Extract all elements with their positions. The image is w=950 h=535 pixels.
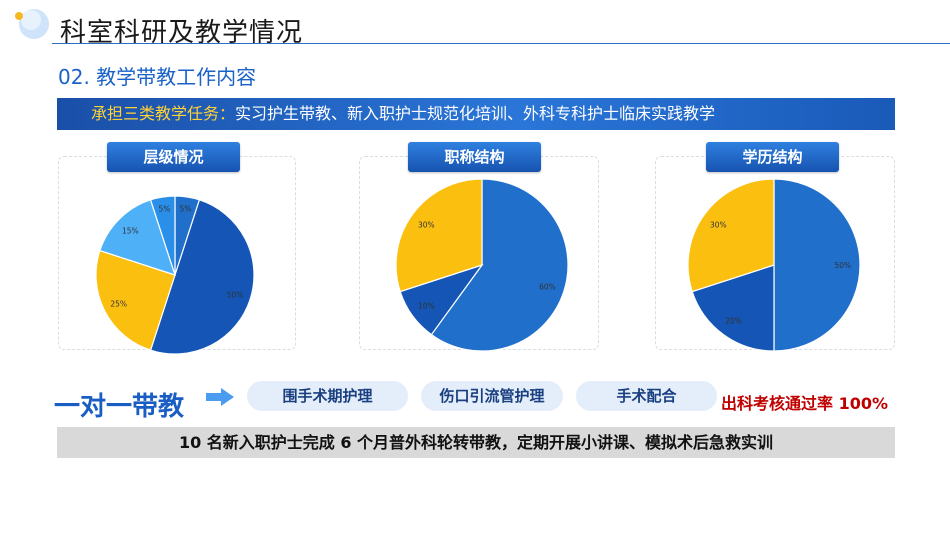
pie-2-slice-0 [773, 178, 861, 352]
pass-rate-text: 出科考核通过率 100% [721, 394, 889, 413]
pie-1-label-0: 60% [539, 282, 556, 291]
pie-1-label-1: 10% [418, 301, 435, 310]
pie-2-label-1: 20% [725, 317, 742, 326]
tasks-banner-content: 实习护生带教、新入职护士规范化培训、外科专科护士临床实践教学 [235, 104, 716, 123]
pie-chart-professional: 60% 10% 30% [395, 178, 569, 352]
chart-title-professional: 职称结构 [408, 142, 541, 172]
section-subtitle: 02. 教学带教工作内容 [58, 65, 257, 89]
tasks-banner-label: 承担三类教学任务： [91, 104, 236, 123]
pie-0-label-4: 5% [159, 205, 171, 214]
bottom-note: 10 名新入职护士完成 6 个月普外科轮转带教，定期开展小讲课、模拟术后急救实训 [57, 427, 895, 458]
chart-title-level: 层级情况 [107, 142, 240, 172]
teaching-item-perioperative: 围手术期护理 [247, 381, 408, 411]
pie-chart-education: 50% 20% 30% [687, 178, 861, 352]
pie-2-label-2: 30% [710, 221, 727, 230]
pie-0-label-0: 5% [180, 205, 192, 214]
pie-2-label-0: 50% [834, 261, 851, 270]
pie-0-label-3: 15% [122, 226, 139, 235]
arrow-right-icon [206, 388, 234, 406]
pie-0-slice-4 [149, 195, 176, 276]
logo-circles-icon [15, 9, 49, 39]
pie-1-label-2: 30% [418, 221, 435, 230]
pie-1-slice-0 [430, 178, 569, 352]
pie-0-slice-2 [95, 249, 176, 351]
tasks-banner: 承担三类教学任务：实习护生带教、新入职护士规范化培训、外科专科护士临床实践教学 [57, 98, 895, 130]
pie-0-label-1: 50% [227, 291, 244, 300]
one-on-one-heading: 一对一带教 [54, 392, 185, 422]
teaching-item-surgery: 手术配合 [576, 381, 717, 411]
title-divider [52, 43, 950, 44]
pie-2-slice-1 [691, 264, 775, 352]
pie-0-label-2: 25% [110, 300, 127, 309]
pie-chart-level: 5% 50% 25% 15% 5% [95, 195, 255, 355]
pie-2-slice-2 [687, 178, 775, 293]
teaching-item-wound-drainage: 伤口引流管护理 [421, 381, 563, 411]
chart-title-education: 学历结构 [706, 142, 839, 172]
pie-0-slice-1 [149, 199, 255, 355]
pie-1-slice-2 [395, 178, 483, 293]
